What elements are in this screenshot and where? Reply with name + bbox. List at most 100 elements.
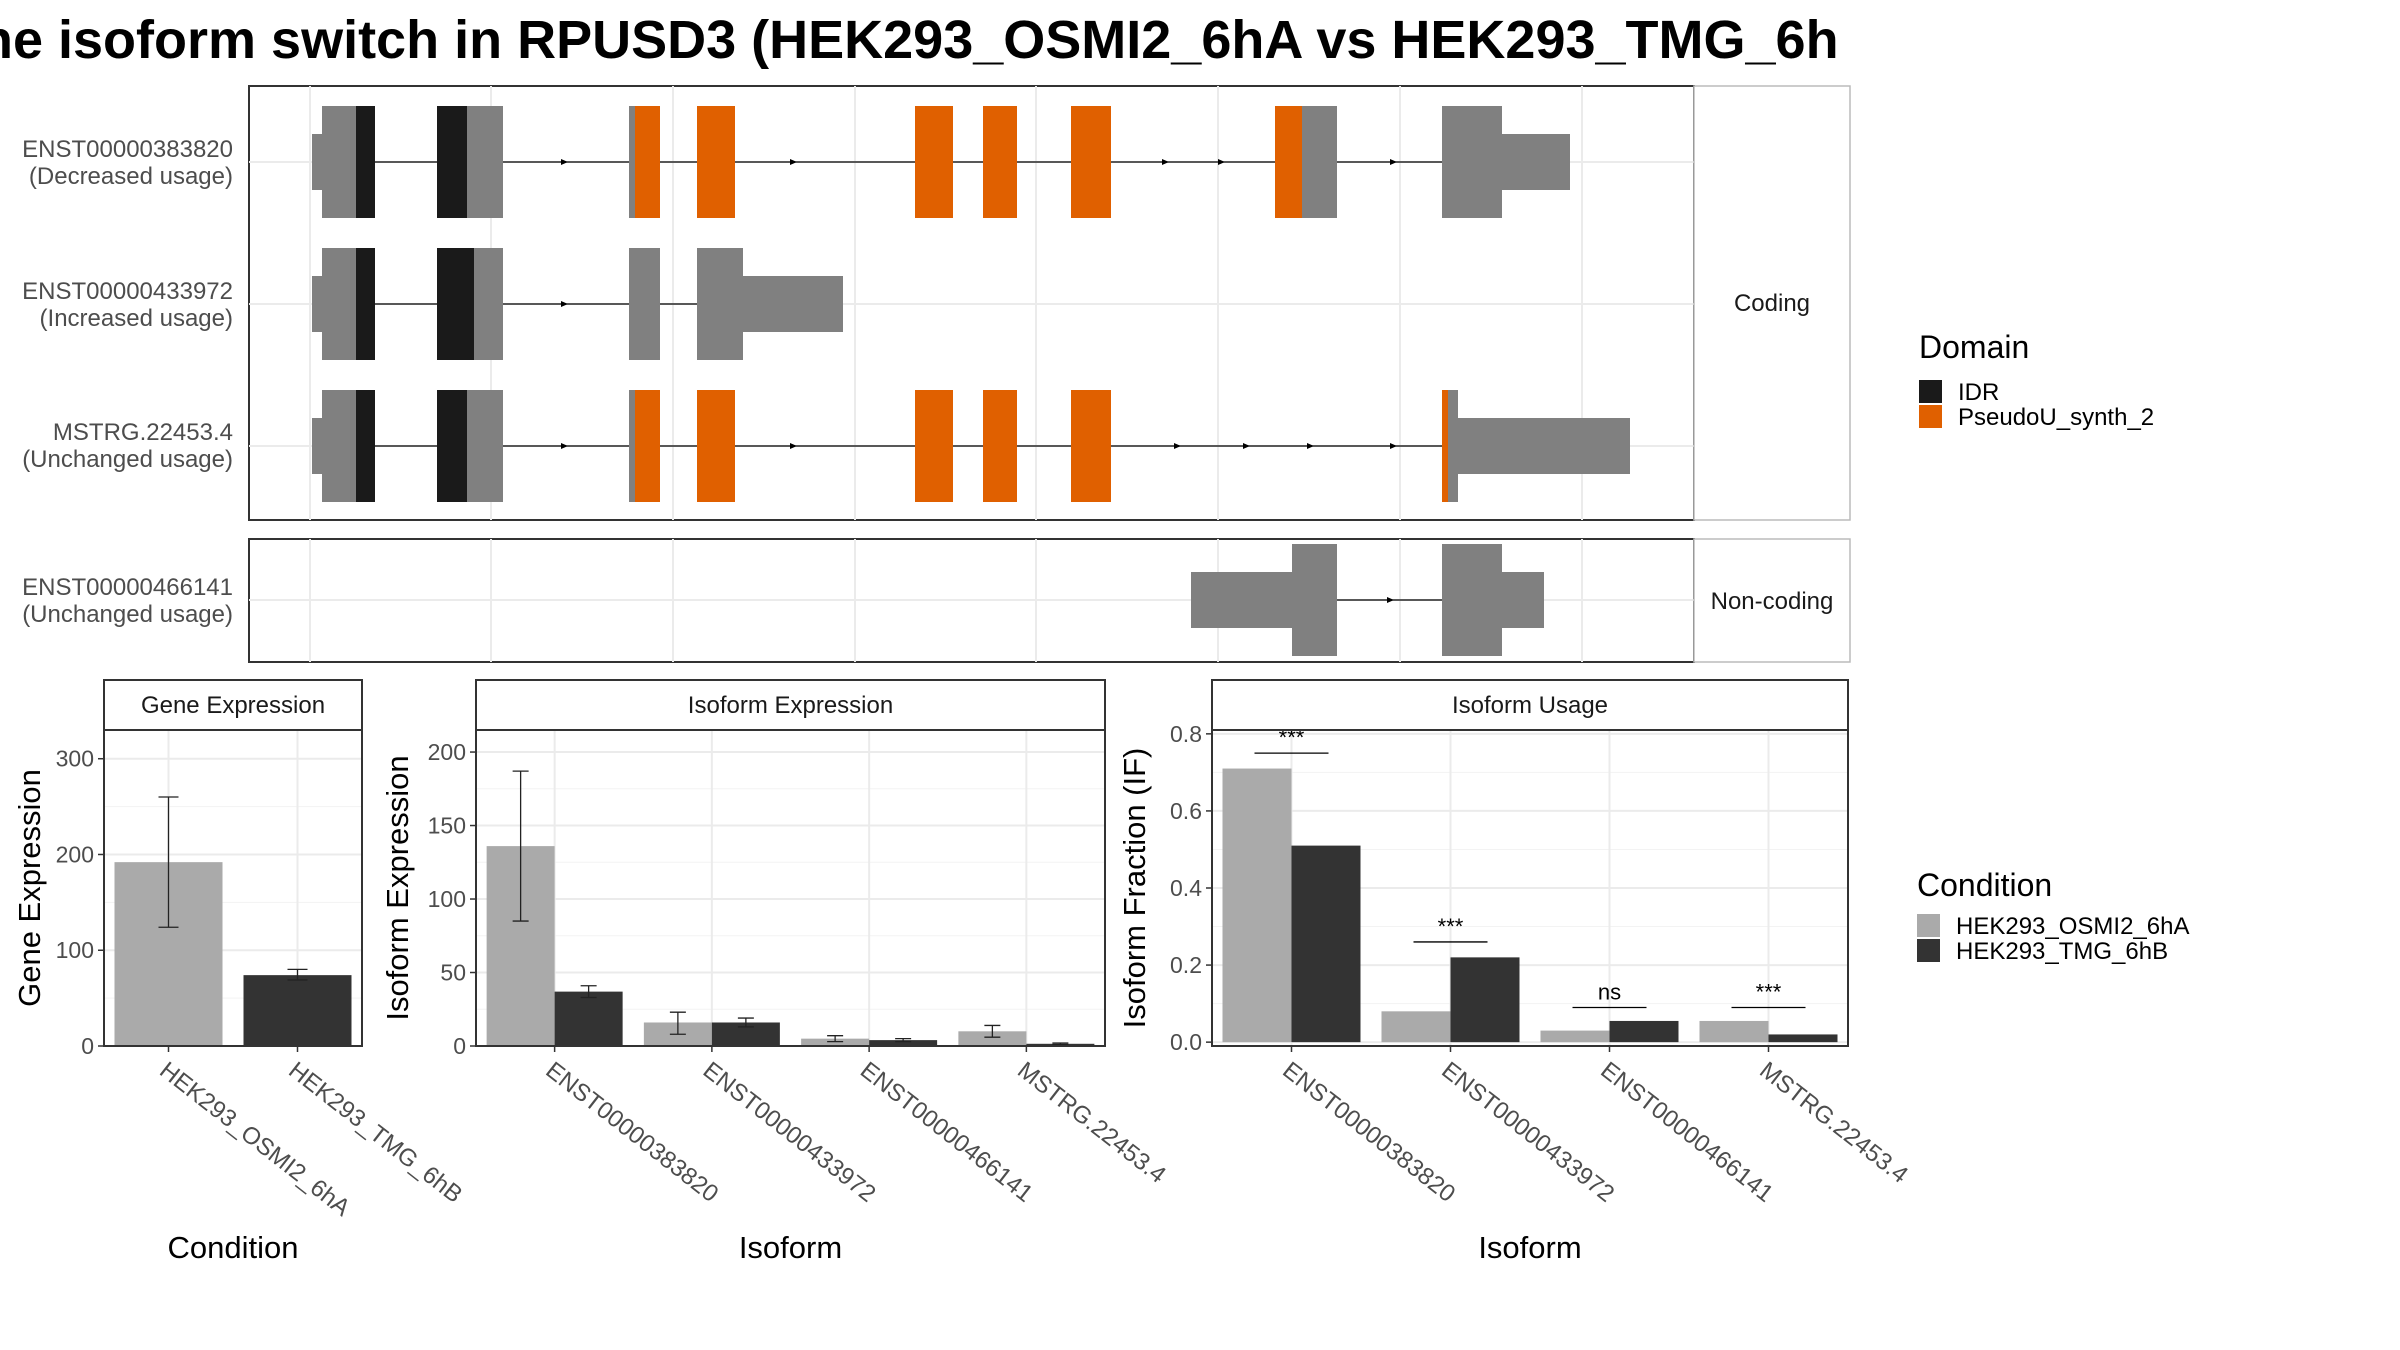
bar [1381, 1011, 1451, 1043]
transcript-label-status: (Unchanged usage) [22, 446, 233, 473]
bar [958, 1031, 1027, 1046]
legend-key-cond2 [1917, 939, 1940, 962]
pseudou-domain [697, 106, 735, 218]
bar [1291, 845, 1361, 1043]
exon [1448, 390, 1458, 502]
pseudou-domain [1071, 106, 1111, 218]
condition-legend-title: Condition [1917, 867, 2052, 903]
legend-label-idr: IDR [1958, 379, 1999, 406]
noncoding-strip-label: Non-coding [1711, 588, 1834, 615]
legend-key-cond1 [1917, 914, 1940, 937]
direction-arrow [790, 159, 797, 165]
idr-domain [437, 106, 467, 218]
transcript-label-id: MSTRG.22453.4 [53, 419, 233, 446]
direction-arrow [1307, 443, 1314, 449]
exon [697, 248, 743, 360]
coding-panel: Coding [248, 85, 1851, 521]
x-axis-title: Isoform [1478, 1230, 1581, 1265]
transcript-label-status: (Unchanged usage) [22, 601, 233, 628]
exon [467, 390, 503, 502]
y-tick-label: 0.2 [1170, 952, 1202, 978]
pseudou-domain [1442, 390, 1448, 502]
y-tick-label: 200 [56, 841, 94, 867]
bar [711, 1022, 780, 1046]
y-axis-title: Isoform Fraction (IF) [1117, 748, 1152, 1029]
legend-label-pseudou: PseudoU_synth_2 [1958, 404, 2154, 431]
x-tick-label: MSTRG.22453.4 [1012, 1057, 1171, 1189]
y-tick-label: 0.6 [1170, 798, 1202, 824]
coding-strip [1693, 85, 1851, 521]
exon [322, 390, 356, 502]
x-axis-title: Condition [168, 1230, 299, 1265]
x-tick-label: ENST00000466141 [855, 1057, 1038, 1208]
panel-border [103, 729, 363, 1047]
direction-arrow [561, 301, 568, 307]
pseudou-domain [697, 390, 735, 502]
condition-legend: Condition HEK293_OSMI2_6hA HEK293_TMG_6h… [1917, 867, 2189, 965]
isoform-expression-chart: Isoform Expression 0 50 100 150 200 ENST000003… [380, 679, 1171, 1265]
direction-arrow [1390, 443, 1397, 449]
coding-transcripts [312, 106, 1630, 502]
strip-label: Isoform Expression [688, 692, 893, 719]
exon [1292, 544, 1337, 656]
x-tick-label: ENST00000383820 [541, 1057, 724, 1208]
exon [1191, 572, 1292, 628]
bar [801, 1038, 870, 1046]
y-tick-label: 150 [428, 813, 466, 839]
direction-arrow [1218, 159, 1225, 165]
legend-label-cond1: HEK293_OSMI2_6hA [1956, 913, 2189, 940]
x-tick-label: ENST00000466141 [1595, 1057, 1778, 1208]
direction-arrow [1390, 159, 1397, 165]
transcript-labels: ENST00000383820 (Decreased usage) ENST00… [22, 136, 233, 628]
transcript-label-id: ENST00000466141 [22, 574, 233, 601]
exon [1442, 544, 1502, 656]
exon [1458, 418, 1630, 474]
exon [629, 106, 635, 218]
significance-label: *** [1438, 914, 1464, 939]
direction-arrow [561, 159, 568, 165]
legend-key-pseudou [1919, 405, 1942, 428]
y-tick-label: 0 [81, 1033, 94, 1059]
legend-key-idr [1919, 380, 1942, 403]
idr-domain [356, 106, 375, 218]
bar [554, 991, 623, 1046]
legend-label-cond2: HEK293_TMG_6hB [1956, 938, 2168, 965]
y-tick-label: 0.4 [1170, 875, 1202, 901]
exon [1442, 106, 1502, 218]
idr-domain [437, 390, 467, 502]
y-axis-title: Gene Expression [12, 769, 47, 1007]
significance-label: *** [1279, 725, 1305, 750]
bar [869, 1040, 938, 1046]
strip-header [475, 679, 1106, 731]
pseudou-domain [915, 106, 953, 218]
x-tick-label: ENST00000433972 [1436, 1057, 1619, 1208]
y-tick-label: 100 [428, 886, 466, 912]
exon [312, 418, 322, 474]
bar [1450, 957, 1520, 1043]
direction-arrow [1243, 443, 1250, 449]
exon [629, 390, 635, 502]
exon [1302, 106, 1337, 218]
direction-arrow [561, 443, 568, 449]
x-tick-label: ENST00000383820 [1277, 1057, 1460, 1208]
pseudou-domain [1071, 390, 1111, 502]
bar [1609, 1020, 1679, 1043]
pseudou-domain [983, 106, 1017, 218]
bar [1699, 1020, 1769, 1043]
panel-border [475, 729, 1106, 1047]
idr-domain [437, 248, 474, 360]
y-tick-label: 200 [428, 739, 466, 765]
direction-arrow [1162, 159, 1169, 165]
direction-arrow [1174, 443, 1181, 449]
exon [322, 106, 356, 218]
transcript-label-status: (Increased usage) [40, 305, 233, 332]
bar [1540, 1030, 1610, 1043]
significance-label: ns [1598, 979, 1621, 1004]
pseudou-domain [635, 390, 660, 502]
y-tick-label: 0.0 [1170, 1029, 1202, 1055]
idr-domain [356, 390, 375, 502]
idr-domain [356, 248, 375, 360]
exon [1502, 134, 1570, 190]
bar [243, 975, 352, 1046]
